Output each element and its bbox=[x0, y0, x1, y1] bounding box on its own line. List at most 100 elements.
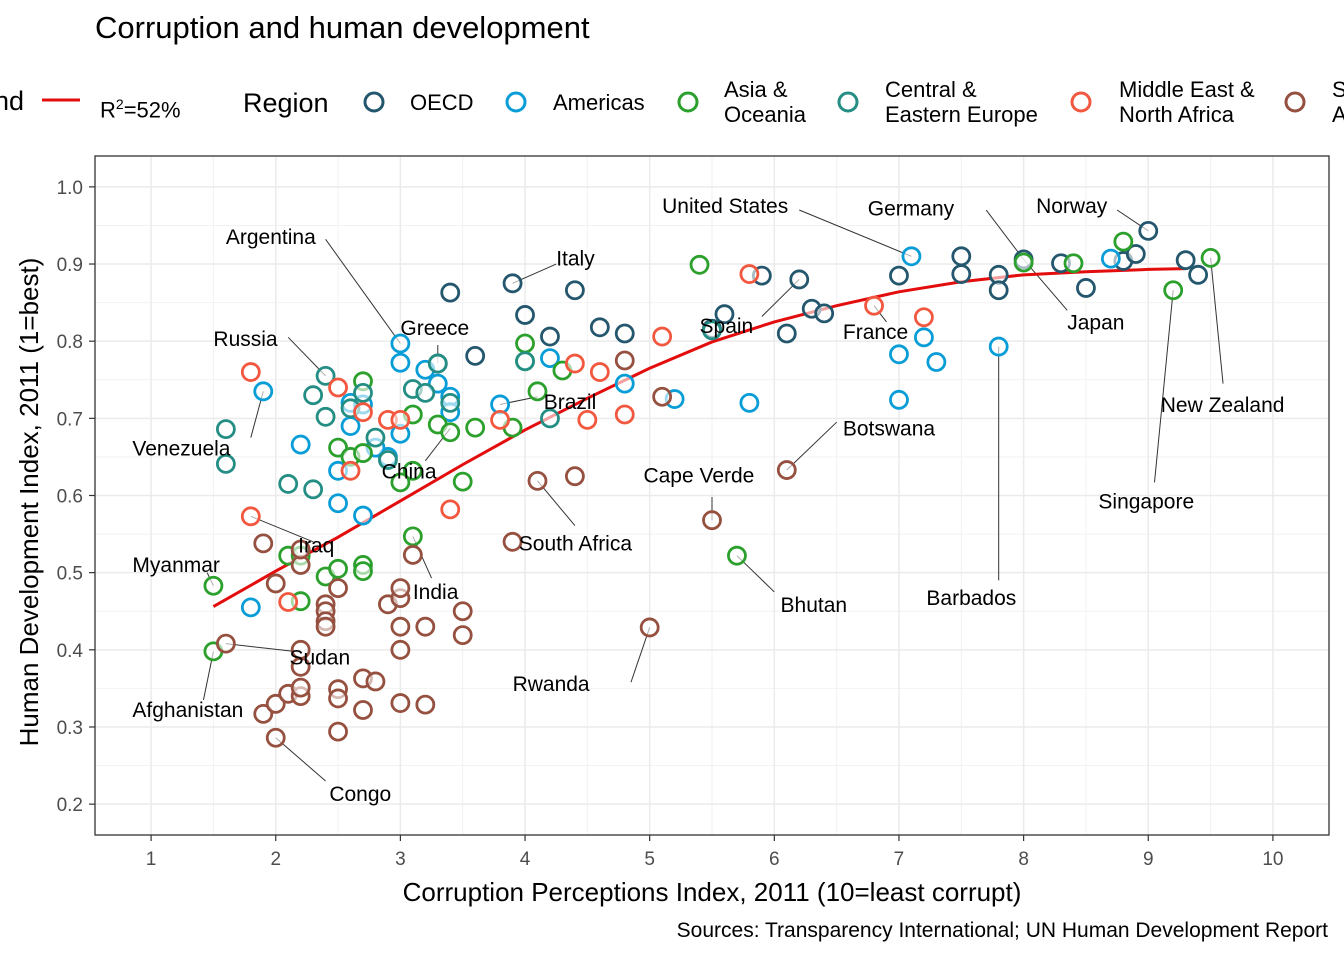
data-point-ssa bbox=[452, 601, 473, 622]
data-point-oecd bbox=[440, 282, 461, 303]
data-point-ssa bbox=[402, 545, 423, 565]
plot-panel-border bbox=[94, 155, 1330, 836]
data-point-ssa bbox=[390, 578, 411, 598]
data-point-ssa bbox=[502, 531, 523, 552]
data-point-ssa bbox=[290, 539, 311, 560]
data-point-ssa bbox=[390, 693, 411, 713]
data-point-ssa bbox=[215, 633, 236, 654]
data-point-asia bbox=[1113, 231, 1134, 252]
annotation-label-germany: Germany bbox=[868, 197, 955, 220]
data-point-mena bbox=[328, 377, 348, 398]
annotation-label-congo: Congo bbox=[329, 783, 391, 806]
data-point-ssa bbox=[253, 533, 274, 554]
data-point-ssa bbox=[290, 639, 311, 660]
annotation-leader-sudan bbox=[225, 643, 301, 653]
annotation-label-south-africa: South Africa bbox=[519, 532, 633, 555]
data-point-cee bbox=[540, 408, 560, 429]
x-tick-label: 1 bbox=[146, 849, 157, 870]
data-point-oecd bbox=[714, 304, 735, 325]
legend-label-ssa-2: A bbox=[1332, 102, 1344, 127]
legend-label-oecd: OECD bbox=[410, 90, 474, 115]
data-point-cee bbox=[415, 382, 436, 403]
annotation-label-singapore: Singapore bbox=[1098, 491, 1194, 514]
legend-fit-title: nd bbox=[0, 86, 25, 116]
annotation-leader-iraq bbox=[250, 515, 314, 543]
data-point-ssa bbox=[390, 616, 411, 637]
data-point-asia bbox=[328, 558, 348, 579]
data-point-ssa bbox=[328, 721, 348, 742]
data-point-cee bbox=[365, 427, 386, 448]
data-point-asia bbox=[1163, 280, 1184, 301]
data-point-ssa bbox=[365, 671, 386, 692]
x-axis-label: Corruption Perceptions Index, 2011 (10=l… bbox=[403, 877, 1022, 907]
annotation-label-sudan: Sudan bbox=[289, 647, 350, 670]
data-point-oecd bbox=[776, 323, 797, 344]
data-point-oecd bbox=[502, 273, 523, 294]
data-point-americas bbox=[390, 333, 411, 354]
data-point-ssa bbox=[265, 727, 286, 748]
legend-trend-key bbox=[42, 98, 80, 102]
annotation-label-cape-verde: Cape Verde bbox=[643, 464, 754, 487]
legend-key-mena bbox=[1070, 91, 1092, 113]
data-point-ssa bbox=[415, 616, 436, 637]
legend-label-mena-1: Middle East & bbox=[1119, 77, 1255, 102]
data-point-asia bbox=[465, 417, 486, 438]
data-point-americas bbox=[290, 434, 311, 455]
data-point-cee bbox=[303, 479, 324, 500]
data-point-oecd bbox=[564, 280, 585, 301]
x-tick-label: 5 bbox=[644, 849, 655, 870]
legend-label-mena-2: North Africa bbox=[1119, 102, 1234, 127]
data-point-cee bbox=[215, 419, 236, 440]
data-point-mena bbox=[614, 404, 635, 425]
data-point-asia bbox=[727, 545, 747, 566]
data-point-oecd bbox=[1138, 220, 1159, 241]
data-point-mena bbox=[390, 409, 411, 430]
data-point-americas bbox=[353, 505, 373, 526]
data-point-asia bbox=[203, 575, 224, 596]
annotation-label-iraq: Iraq bbox=[298, 535, 334, 558]
data-point-cee bbox=[515, 351, 535, 372]
data-point-ssa bbox=[564, 466, 585, 487]
data-point-oecd bbox=[889, 265, 909, 286]
data-point-cee bbox=[427, 353, 448, 374]
chart-title: Corruption and human development bbox=[95, 10, 590, 45]
data-point-mena bbox=[652, 326, 673, 347]
y-tick-label: 0.9 bbox=[57, 255, 83, 276]
legend-fit-label: R2=52% bbox=[100, 96, 181, 123]
data-point-ssa bbox=[315, 616, 336, 637]
data-point-asia bbox=[390, 472, 411, 493]
legend-key-americas bbox=[505, 91, 527, 113]
data-point-mena bbox=[440, 499, 461, 520]
data-point-ssa bbox=[328, 688, 348, 709]
data-point-asia bbox=[402, 526, 423, 547]
data-points bbox=[203, 220, 1221, 748]
data-point-asia bbox=[353, 561, 373, 582]
annotation-label-united-states: United States bbox=[662, 195, 788, 218]
data-point-ssa bbox=[328, 578, 348, 598]
data-point-ssa bbox=[415, 694, 436, 715]
annotation-label-argentina: Argentina bbox=[226, 226, 316, 249]
annotation-leader-botswana bbox=[786, 421, 837, 471]
y-tick-label: 0.8 bbox=[57, 332, 83, 353]
data-point-mena bbox=[589, 362, 610, 382]
data-point-americas bbox=[926, 352, 947, 372]
y-tick-label: 0.4 bbox=[57, 641, 84, 662]
data-point-ssa bbox=[253, 703, 274, 724]
data-point-oecd bbox=[465, 345, 486, 366]
data-point-mena bbox=[564, 353, 585, 374]
annotation-label-bhutan: Bhutan bbox=[781, 594, 848, 617]
data-point-americas bbox=[328, 493, 348, 514]
data-point-americas bbox=[1100, 248, 1121, 269]
annotation-leader-germany bbox=[985, 209, 1025, 260]
legend-label-asia-2: Oceania bbox=[724, 102, 806, 127]
plot-axes: 1 2 3 4 5 6 7 8 9 10 0.2 0.3 0.4 0.5 0.6 0.7 0.8 0.9 1.0 bbox=[57, 155, 1330, 870]
data-point-asia bbox=[1013, 252, 1034, 273]
data-point-americas bbox=[340, 416, 361, 436]
data-point-oecd bbox=[789, 269, 810, 290]
data-point-ssa bbox=[639, 617, 660, 638]
x-tick-label: 2 bbox=[270, 849, 281, 870]
data-point-asia bbox=[689, 254, 710, 275]
legend-key-cee bbox=[837, 91, 859, 113]
legend-label-americas: Americas bbox=[553, 90, 645, 115]
